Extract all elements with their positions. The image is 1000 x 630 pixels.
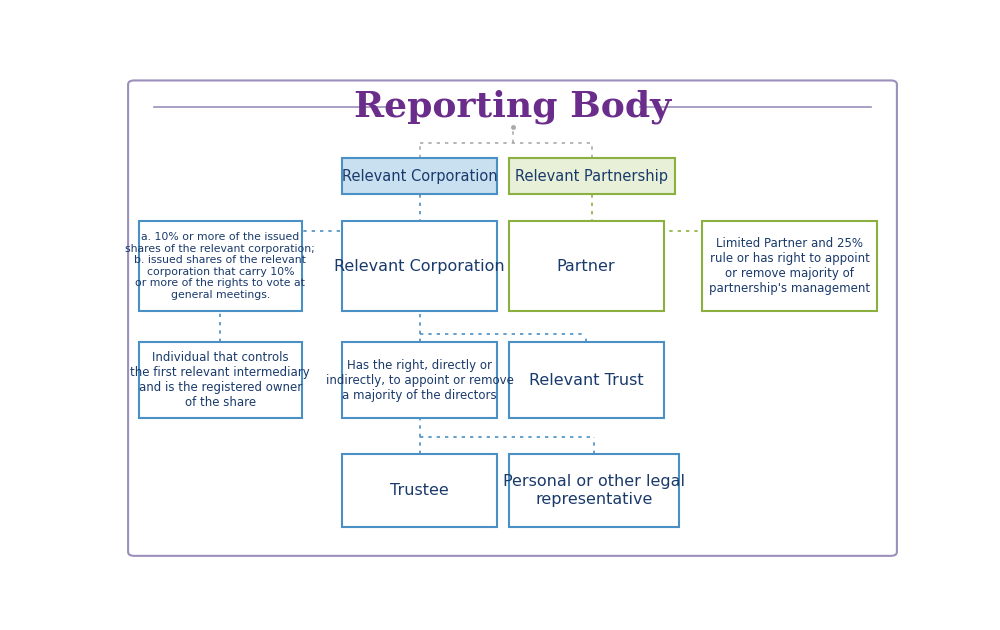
Text: Limited Partner and 25%
rule or has right to appoint
or remove majority of
partn: Limited Partner and 25% rule or has righ… — [709, 237, 870, 295]
Text: Relevant Partnership: Relevant Partnership — [515, 169, 668, 184]
Bar — [702, 221, 877, 311]
Text: Relevant Trust: Relevant Trust — [529, 372, 643, 387]
Bar — [342, 454, 497, 527]
Bar — [509, 343, 664, 418]
Text: Relevant Corporation: Relevant Corporation — [342, 169, 497, 184]
Text: Trustee: Trustee — [390, 483, 449, 498]
Bar — [139, 343, 302, 418]
Bar — [509, 158, 675, 195]
Text: Reporting Body: Reporting Body — [354, 90, 671, 124]
Text: Relevant Corporation: Relevant Corporation — [334, 258, 505, 273]
Text: Individual that controls
the first relevant intermediary
and is the registered o: Individual that controls the first relev… — [130, 351, 310, 409]
Text: Partner: Partner — [557, 258, 615, 273]
Bar — [509, 221, 664, 311]
Text: Personal or other legal
representative: Personal or other legal representative — [503, 474, 685, 507]
Bar — [342, 343, 497, 418]
Bar — [342, 221, 497, 311]
Bar — [509, 454, 679, 527]
Text: Has the right, directly or
indirectly, to appoint or remove
a majority of the di: Has the right, directly or indirectly, t… — [326, 358, 513, 401]
Text: a. 10% or more of the issued
shares of the relevant corporation;
b. issued share: a. 10% or more of the issued shares of t… — [125, 232, 315, 300]
Bar — [139, 221, 302, 311]
Bar — [342, 158, 497, 195]
